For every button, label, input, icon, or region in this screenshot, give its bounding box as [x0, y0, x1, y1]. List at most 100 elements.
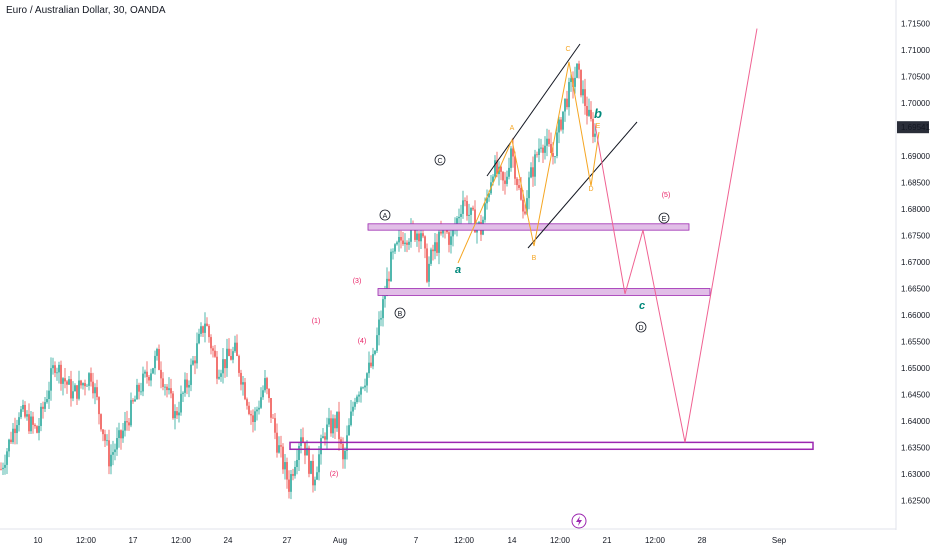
- candle-body: [460, 213, 462, 217]
- candle-body: [182, 392, 184, 394]
- candle-body: [224, 359, 226, 369]
- candle-body: [6, 451, 8, 465]
- candle-body: [558, 119, 560, 133]
- candle-body: [196, 343, 198, 364]
- candle-body: [342, 443, 344, 460]
- x-tick-label: 12:00: [171, 536, 192, 545]
- candle-body: [382, 299, 384, 319]
- candle-body: [378, 319, 380, 336]
- candle-body: [354, 402, 356, 407]
- candle-body: [550, 144, 552, 154]
- candle-body: [170, 388, 172, 394]
- candle-body: [184, 379, 186, 393]
- candle-body: [594, 133, 596, 137]
- candle-body: [290, 474, 292, 492]
- candle-body: [530, 167, 532, 178]
- candle-body: [338, 411, 340, 440]
- candle-body: [68, 379, 70, 385]
- candle-body: [502, 171, 504, 181]
- candle-body: [400, 236, 402, 241]
- triangle-label-C: C: [565, 46, 570, 53]
- lightning-bolt-glyph: [576, 516, 582, 526]
- candle-body: [582, 89, 584, 96]
- candle-body: [142, 373, 144, 392]
- candle-body: [108, 440, 110, 467]
- wave-labels: A B C D E a b c (1) (2) (3) (4) (5) A B …: [312, 46, 671, 478]
- x-tick-label: 17: [129, 536, 138, 545]
- wave-label-3: (3): [353, 278, 362, 285]
- chart-title: Euro / Australian Dollar, 30, OANDA: [6, 5, 166, 16]
- candle-body: [216, 356, 218, 379]
- candle-body: [166, 386, 168, 391]
- y-tick-label: 1.71000: [901, 46, 930, 55]
- candle-body: [154, 355, 156, 369]
- candle-body: [434, 242, 436, 252]
- candle-body: [192, 360, 194, 365]
- y-tick-label: 1.62500: [901, 497, 930, 506]
- x-tick-label: 12:00: [454, 536, 475, 545]
- candle-body: [542, 147, 544, 153]
- candle-body: [140, 391, 142, 393]
- candle-body: [396, 242, 398, 245]
- candle-body: [376, 335, 378, 351]
- candle-body: [262, 390, 264, 398]
- event-marker[interactable]: [571, 513, 587, 529]
- candle-body: [18, 417, 20, 426]
- candle-body: [296, 459, 298, 467]
- candle-body: [540, 147, 542, 149]
- candle-body: [322, 436, 324, 439]
- candle-body: [486, 197, 488, 204]
- candle-body: [12, 428, 14, 443]
- candle-body: [368, 362, 370, 374]
- candle-body: [472, 207, 474, 210]
- candle-body: [136, 384, 138, 400]
- candle-body: [28, 414, 30, 432]
- candle-body: [568, 82, 570, 108]
- candle-body: [150, 373, 152, 381]
- projection-lines: [457, 28, 758, 443]
- y-tick-label: 1.71500: [901, 19, 930, 28]
- candle-body: [180, 393, 182, 413]
- wave-label-5: (5): [662, 192, 671, 199]
- candle-body: [38, 425, 40, 433]
- y-tick-label: 1.70000: [901, 99, 930, 108]
- candle-body: [428, 263, 430, 282]
- candle-body: [328, 418, 330, 425]
- candle-body: [554, 156, 556, 157]
- candle-body: [406, 242, 408, 245]
- x-tick-label: 14: [508, 536, 517, 545]
- candle-body: [104, 434, 106, 441]
- channel-upper-line: [486, 43, 581, 177]
- candle-body: [390, 251, 392, 282]
- candle-body: [420, 233, 422, 242]
- candle-body: [4, 464, 6, 468]
- wave-label-B-circle: [394, 307, 406, 319]
- candle-body: [54, 365, 56, 373]
- candle-body: [288, 479, 290, 492]
- candle-body: [2, 467, 4, 470]
- price-zone[interactable]: [377, 288, 711, 296]
- candle-body: [266, 378, 268, 389]
- price-zone[interactable]: [367, 223, 690, 231]
- y-tick-label: 1.68500: [901, 178, 930, 187]
- candle-body: [116, 438, 118, 450]
- candle-body: [394, 244, 396, 252]
- candle-body: [148, 376, 150, 381]
- candle-body: [218, 376, 220, 379]
- candle-body: [330, 418, 332, 434]
- wave-label-D-circle: [635, 321, 647, 333]
- candle-body: [88, 373, 90, 386]
- price-zone[interactable]: [289, 441, 814, 451]
- candle-body: [56, 372, 58, 374]
- candle-body: [562, 111, 564, 130]
- candle-body: [422, 233, 424, 237]
- candle-body: [160, 369, 162, 379]
- candle-body: [500, 166, 502, 172]
- candle-body: [282, 446, 284, 470]
- candle-body: [16, 425, 18, 434]
- triangle-label-A: A: [510, 125, 515, 132]
- candle-body: [464, 200, 466, 202]
- candle-body: [158, 349, 160, 370]
- candle-body: [244, 382, 246, 400]
